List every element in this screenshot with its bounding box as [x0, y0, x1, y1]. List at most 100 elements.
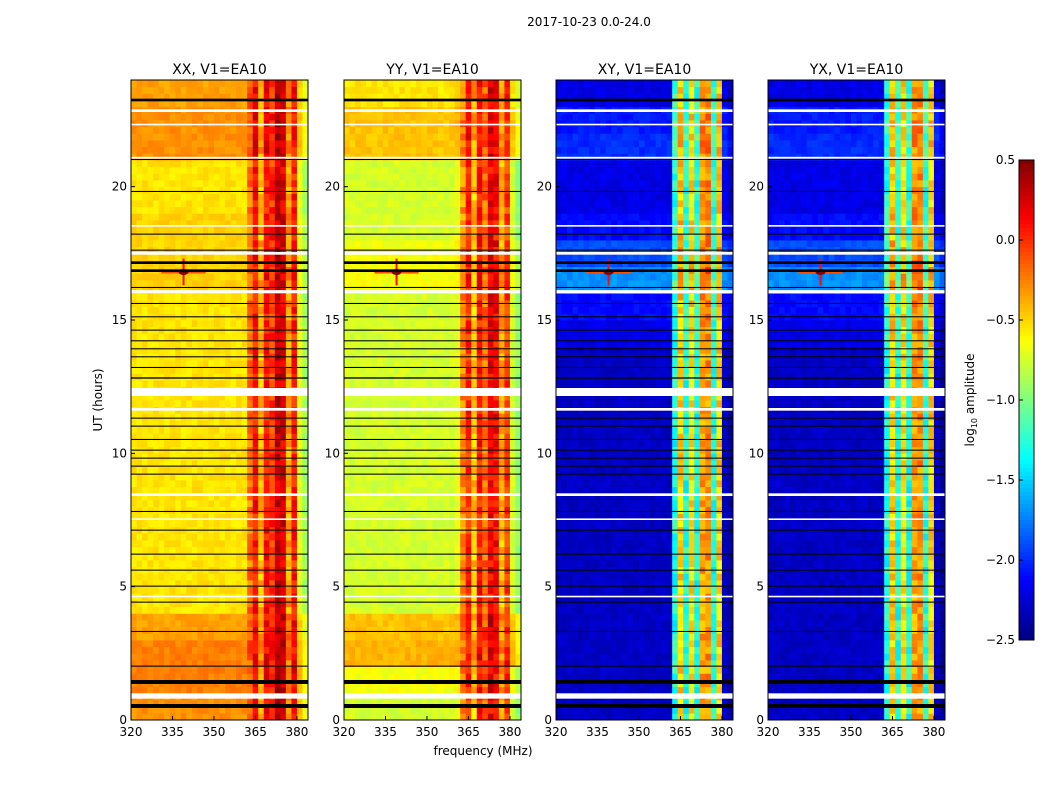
heatmap-cell — [466, 440, 472, 447]
heatmap-cell — [438, 453, 444, 460]
heatmap-cell — [383, 573, 389, 580]
heatmap-cell — [366, 627, 372, 634]
heatmap-cell — [175, 620, 181, 627]
heatmap-cell — [410, 627, 416, 634]
heatmap-cell — [504, 540, 510, 547]
heatmap-cell — [405, 427, 411, 434]
heatmap-cell — [236, 620, 242, 627]
heatmap-cell — [253, 380, 259, 387]
heatmap-cell — [291, 160, 297, 167]
heatmap-cell — [231, 280, 237, 287]
heatmap-cell — [405, 533, 411, 540]
heatmap-cell — [159, 713, 165, 720]
heatmap-cell — [181, 120, 187, 127]
heatmap-cell — [258, 453, 264, 460]
heatmap-cell — [466, 560, 472, 567]
heatmap-cell — [208, 227, 214, 234]
heatmap-cell — [355, 600, 361, 607]
heatmap-cell — [258, 627, 264, 634]
heatmap-cell — [186, 600, 192, 607]
heatmap-cell — [159, 540, 165, 547]
heatmap-cell — [148, 80, 154, 87]
heatmap-cell — [361, 333, 367, 340]
heatmap-cell — [220, 360, 226, 367]
heatmap-cell — [269, 400, 275, 407]
x-tick-label: 380 — [285, 725, 308, 739]
heatmap-cell — [383, 673, 389, 680]
heatmap-cell — [264, 560, 270, 567]
heatmap-cell — [197, 467, 203, 474]
heatmap-cell — [220, 633, 226, 640]
heatmap-cell — [482, 453, 488, 460]
heatmap-cell — [394, 520, 400, 527]
heatmap-cell — [455, 373, 461, 380]
flagged-row — [131, 458, 308, 459]
heatmap-cell — [181, 627, 187, 634]
heatmap-cell — [253, 607, 259, 614]
heatmap-cell — [186, 280, 192, 287]
heatmap-cell — [148, 200, 154, 207]
heatmap-cell — [258, 673, 264, 680]
heatmap-cell — [438, 653, 444, 660]
heatmap-cell — [220, 113, 226, 120]
heatmap-cell — [197, 633, 203, 640]
heatmap-cell — [153, 607, 159, 614]
heatmap-cell — [253, 113, 259, 120]
heatmap-cell — [275, 227, 281, 234]
heatmap-cell — [344, 667, 350, 674]
heatmap-cell — [131, 500, 137, 507]
heatmap-cell — [377, 667, 383, 674]
heatmap-cell — [231, 600, 237, 607]
heatmap-cell — [164, 400, 170, 407]
heatmap-cell — [214, 607, 220, 614]
heatmap-cell — [186, 120, 192, 127]
heatmap-cell — [488, 713, 494, 720]
heatmap-cell — [361, 380, 367, 387]
heatmap-cell — [186, 87, 192, 94]
heatmap-cell — [410, 673, 416, 680]
heatmap-cell — [416, 647, 422, 654]
heatmap-cell — [164, 187, 170, 194]
heatmap-cell — [142, 160, 148, 167]
heatmap-cell — [247, 560, 253, 567]
heatmap-cell — [142, 507, 148, 514]
heatmap-cell — [280, 640, 286, 647]
heatmap-cell — [197, 427, 203, 434]
flagged-row — [131, 450, 308, 451]
heatmap-cell — [399, 520, 405, 527]
heatmap-cell — [247, 480, 253, 487]
heatmap-cell — [153, 167, 159, 174]
heatmap-cell — [231, 240, 237, 247]
heatmap-cell — [444, 427, 450, 434]
heatmap-cell — [355, 540, 361, 547]
heatmap-cell — [280, 667, 286, 674]
heatmap-cell — [170, 607, 176, 614]
heatmap-cell — [164, 207, 170, 214]
heatmap-cell — [159, 127, 165, 134]
heatmap-cell — [366, 620, 372, 627]
flagged-row — [131, 586, 308, 587]
heatmap-cell — [471, 667, 477, 674]
heatmap-cell — [253, 133, 259, 140]
heatmap-cell — [510, 600, 516, 607]
heatmap-cell — [197, 533, 203, 540]
heatmap-cell — [203, 453, 209, 460]
heatmap-cell — [192, 167, 198, 174]
heatmap-cell — [383, 667, 389, 674]
heatmap-cell — [405, 667, 411, 674]
heatmap-cell — [280, 280, 286, 287]
heatmap-cell — [460, 613, 466, 620]
heatmap-cell — [471, 600, 477, 607]
heatmap-cell — [131, 653, 137, 660]
heatmap-cell — [280, 540, 286, 547]
heatmap-cell — [231, 620, 237, 627]
heatmap-cell — [291, 653, 297, 660]
heatmap-cell — [394, 380, 400, 387]
heatmap-cell — [477, 400, 483, 407]
heatmap-cell — [444, 547, 450, 554]
heatmap-cell — [449, 400, 455, 407]
heatmap-cell — [214, 113, 220, 120]
heatmap-cell — [197, 600, 203, 607]
heatmap-cell — [264, 613, 270, 620]
heatmap-cell — [377, 620, 383, 627]
